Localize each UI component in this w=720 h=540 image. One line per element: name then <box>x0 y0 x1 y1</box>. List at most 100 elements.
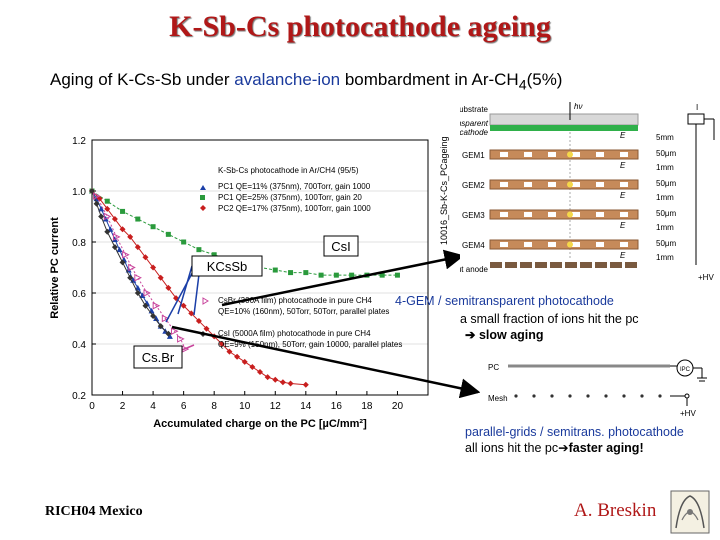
kcssb-callout: KCsSb <box>165 255 263 323</box>
legend2-entry-1: CsBr (300A film) photocathode in pure CH… <box>218 296 372 305</box>
avalanche-drop <box>567 181 573 188</box>
gem-hole <box>620 242 628 247</box>
data-point <box>150 264 157 271</box>
kcssb-arrow-1 <box>177 265 193 315</box>
gem-hole <box>548 242 556 247</box>
data-point <box>93 192 101 200</box>
data-point <box>104 228 111 235</box>
data-point <box>161 314 170 323</box>
x-tick-label: 20 <box>392 401 404 412</box>
gem-hole <box>524 242 532 247</box>
csbr-callout: Cs.Br <box>133 344 195 369</box>
mesh-wire <box>622 394 626 398</box>
gem-label: GEM4 <box>462 241 485 250</box>
data-point <box>152 301 161 310</box>
gem-hole <box>500 242 508 247</box>
avalanche-drop <box>567 211 573 218</box>
gem-hole <box>620 152 628 157</box>
field-label: E <box>620 221 626 230</box>
dimension-label: 50μm <box>656 239 677 248</box>
gem-hole <box>500 182 508 187</box>
x-tick-label: 10 <box>239 401 251 412</box>
legend1-marker-1 <box>200 185 206 190</box>
ageing-chart: 0.2 0.4 0.6 0.8 1.0 1.2 0 2 4 6 8 10 12 14 16 18 20 Rela… <box>0 100 460 460</box>
y-tick-label: 1.2 <box>72 136 86 147</box>
data-point <box>120 208 126 214</box>
legend2-entry-3: CsI (5000A film) photocathode in pure CH… <box>218 329 371 338</box>
x-tick-label: 6 <box>181 401 187 412</box>
gem-slow-aging: ➔ slow aging <box>465 327 544 342</box>
dimension-label: 1mm <box>656 193 674 202</box>
data-point <box>181 239 187 245</box>
data-point <box>241 358 248 365</box>
legend2-entry-2: QE=10% (160nm), 50Torr, 50Torr, parallel… <box>218 307 389 316</box>
data-point <box>349 272 355 278</box>
data-point <box>165 231 171 237</box>
series-line <box>91 190 306 386</box>
gem-foil <box>489 209 639 220</box>
data-point <box>157 323 164 330</box>
data-point <box>142 302 149 309</box>
gem-slow-text: slow aging <box>478 328 544 342</box>
data-point <box>127 274 134 281</box>
data-point <box>287 380 294 387</box>
mesh-wire <box>604 394 608 398</box>
x-tick-label: 12 <box>270 401 282 412</box>
footer-conference: RICH04 Mexico <box>45 504 143 519</box>
dimension-label: 50μm <box>656 149 677 158</box>
data-point <box>165 284 172 291</box>
chart-background <box>0 100 460 460</box>
data-point <box>272 376 279 383</box>
data-point <box>139 292 146 299</box>
subtitle-part1: Aging of K-Cs-Sb under <box>50 70 235 89</box>
data-point <box>135 216 141 222</box>
gem-foil <box>489 179 639 190</box>
gem-hole <box>572 182 580 187</box>
data-point <box>134 273 142 282</box>
gem-description: 4-GEM / semitransparent photocathode <box>395 294 614 308</box>
gem-hole <box>548 152 556 157</box>
data-point <box>170 327 179 336</box>
kcssb-arrow-2 <box>165 265 197 323</box>
label-iac: I <box>696 103 698 112</box>
data-point <box>89 188 95 194</box>
arrow-icon: ➔ <box>465 328 479 342</box>
data-point <box>153 315 160 321</box>
legend1-entry-2: PC1 QE=25% (375nm), 100Torr, gain 20 <box>218 193 362 202</box>
gem-hole <box>596 242 604 247</box>
field-label: E <box>620 251 626 260</box>
subtitle-part2: bombardment in Ar-CH <box>340 70 519 89</box>
side-label: 10016_Sb-K-Cs_PCageing <box>439 136 449 245</box>
subtitle-highlight: avalanche-ion <box>234 70 341 89</box>
data-point <box>195 318 202 325</box>
gem-layers: GEM1 GEM2 GEM3 GEM4 5mm 50μm 1mm 50μm 1mm 50μm 1mm… <box>462 131 677 262</box>
data-point <box>234 353 241 360</box>
axis-ticks: 0.2 0.4 0.6 0.8 1.0 1.2 0 2 4 6 8 10 12 14 16 18 20 <box>72 136 403 412</box>
data-point <box>128 263 136 272</box>
x-tick-label: 0 <box>89 401 95 412</box>
legend2-entry-4: QE=9% (150nm), 50Torr, gain 10000, paral… <box>218 340 402 349</box>
label-mesh: Mesh <box>488 394 508 403</box>
data-point <box>112 233 121 241</box>
dimension-label: 50μm <box>656 209 677 218</box>
data-point <box>166 333 173 339</box>
data-point <box>288 270 294 276</box>
subtitle-part3: (5%) <box>526 70 563 89</box>
gem-hole <box>524 212 532 217</box>
data-point <box>104 198 110 204</box>
gem-hole <box>524 182 532 187</box>
gem-schematic: substrate semi-transparent photocathode … <box>460 100 720 285</box>
footer-author: A. Breskin <box>574 500 657 521</box>
gem-hole <box>596 182 604 187</box>
mesh-wire <box>658 394 662 398</box>
label-hv-bottom: +HV <box>698 273 714 282</box>
data-point <box>279 379 286 386</box>
gem-foil <box>489 149 639 160</box>
data-point <box>143 289 152 297</box>
logo-dot <box>687 509 693 515</box>
data-point <box>177 335 185 343</box>
data-point <box>394 272 400 278</box>
arrow-icon: ➔ <box>558 441 569 455</box>
field-label: E <box>620 161 626 170</box>
